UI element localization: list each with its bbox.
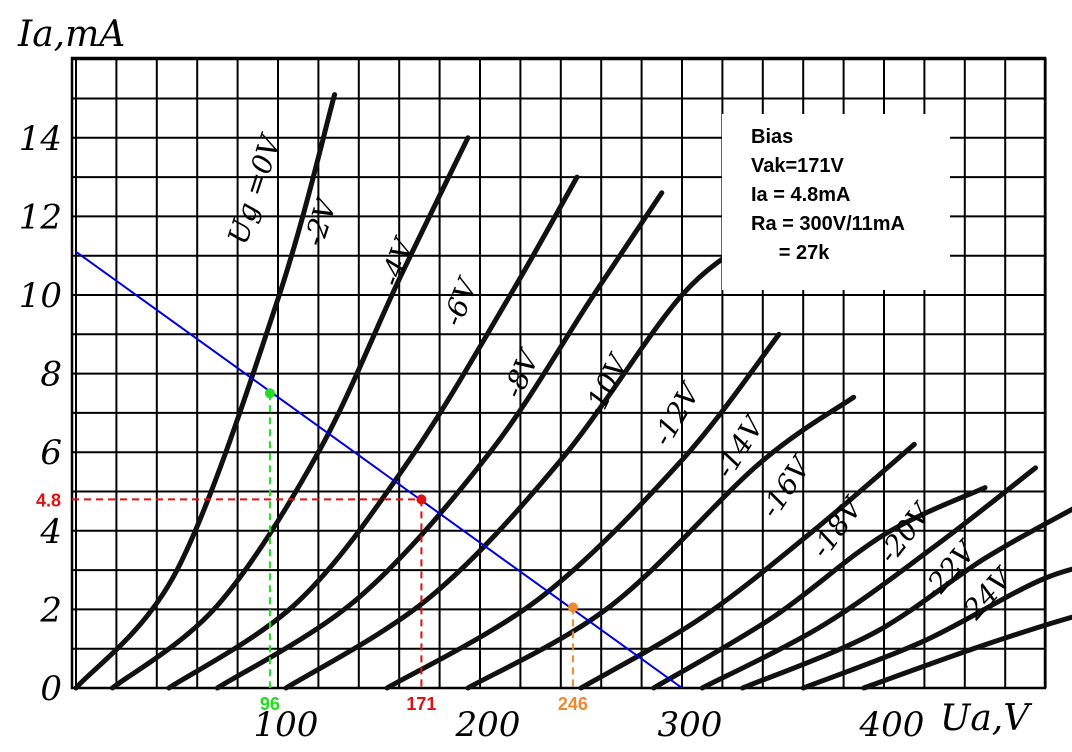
info-line-ia: Ia = 4.8mA: [751, 184, 851, 206]
y-tick-label: 14: [19, 119, 62, 159]
info-line-ra: Ra = 300V/11mA: [751, 213, 905, 235]
curve--16V: [651, 485, 988, 691]
y-tick-label: 12: [19, 197, 62, 237]
x-axis-label: Ua,V: [940, 698, 1033, 739]
y-tick-label: 10: [19, 276, 62, 316]
marker-point: [416, 494, 427, 505]
x-tick-label: 200: [455, 705, 521, 745]
load-line: [75, 250, 683, 689]
x-tick-label: 300: [658, 705, 723, 745]
curve-Ug-0V: [73, 92, 338, 691]
load-line-group: [75, 250, 683, 689]
curve-label--8V: -8V: [496, 343, 547, 402]
marker-x-label: 246: [558, 694, 588, 714]
curve--24V: [861, 614, 1072, 691]
curve--2V: [109, 135, 471, 691]
curve--12V: [465, 394, 857, 691]
marker-y-label: 4.8: [36, 490, 61, 510]
y-tick-label: 6: [40, 433, 62, 473]
curve--8V: [283, 233, 762, 691]
y-tick-label: 0: [40, 669, 62, 709]
y-tick-label: 8: [40, 355, 62, 395]
info-line-ra-result: = 27k: [751, 242, 830, 264]
curve-label--6V: -6V: [436, 272, 485, 331]
x-tick-label: 400: [859, 705, 925, 745]
marker-point: [567, 602, 578, 613]
curve--4V: [166, 174, 580, 691]
curve-label--20V: -20V: [872, 495, 940, 569]
x-tick-label: 100: [254, 705, 319, 745]
y-tick-label: 2: [39, 590, 62, 630]
marker-x-label: 171: [406, 694, 436, 714]
y-tick-label: 4: [39, 512, 62, 552]
curve-label--10V: -10V: [577, 347, 637, 423]
curve--10V: [384, 331, 782, 691]
curve--18V: [699, 465, 1038, 691]
marker-point: [264, 388, 275, 399]
marker-x-label: 96: [260, 694, 280, 714]
info-line-title: Bias: [751, 126, 794, 148]
bias-info-box: Bias Vak=171V Ia = 4.8mA Ra = 300V/11mA …: [722, 114, 950, 290]
curve--14V: [578, 441, 917, 691]
curve-label--4V: -4V: [374, 232, 422, 291]
plate-curves: [73, 92, 1072, 691]
info-line-vak: Vak=171V: [751, 155, 844, 177]
curve--20V: [740, 506, 1072, 691]
plot-frame: [70, 56, 1047, 690]
y-axis-label: Ia,mA: [17, 14, 125, 55]
curve--6V: [214, 190, 665, 691]
curve--22V: [800, 566, 1072, 691]
